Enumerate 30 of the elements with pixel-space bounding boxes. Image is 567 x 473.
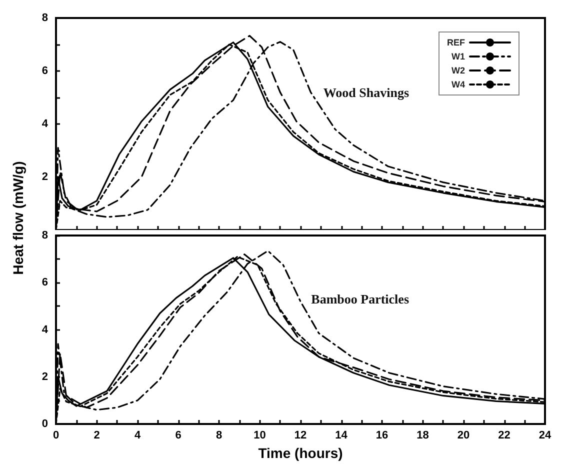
x-tick-label: 0	[52, 430, 60, 442]
x-tick-label: 14	[335, 430, 348, 442]
y-tick-label: 8	[42, 12, 48, 24]
x-axis-title: Time (hours)	[258, 445, 343, 461]
y-tick-label: 4	[42, 324, 49, 336]
y-tick-label: 6	[42, 65, 48, 77]
x-tick-label: 22	[498, 430, 510, 442]
x-tick-label: 2	[94, 430, 100, 442]
x-tick-label: 10	[254, 430, 266, 442]
x-tick-label: 18	[416, 430, 429, 442]
y-tick-label: 8	[42, 230, 48, 242]
y-axis-title: Heat flow (mW/g)	[10, 161, 26, 275]
y-tick-label: 6	[42, 276, 48, 289]
x-tick-label: 6	[175, 430, 182, 442]
x-tick-label: 20	[457, 430, 470, 442]
x-tick-label: 12	[294, 430, 307, 442]
y-tick-label: 4	[42, 118, 49, 130]
y-tick-label: 2	[42, 171, 48, 183]
annotation: Wood Shavings	[323, 84, 409, 100]
x-tick-label: 8	[216, 430, 222, 442]
legend-label: W1	[452, 52, 465, 62]
y-tick-label: 0	[42, 418, 48, 430]
x-tick-label: 4	[134, 430, 142, 442]
annotation: Bamboo Particles	[311, 291, 409, 306]
x-tick-label: 24	[538, 430, 552, 442]
legend-label: W2	[452, 66, 465, 76]
y-tick-label: 2	[42, 370, 48, 383]
x-tick-label: 16	[376, 430, 388, 442]
legend-label: W4	[452, 80, 465, 90]
legend-label: REF	[447, 38, 466, 48]
